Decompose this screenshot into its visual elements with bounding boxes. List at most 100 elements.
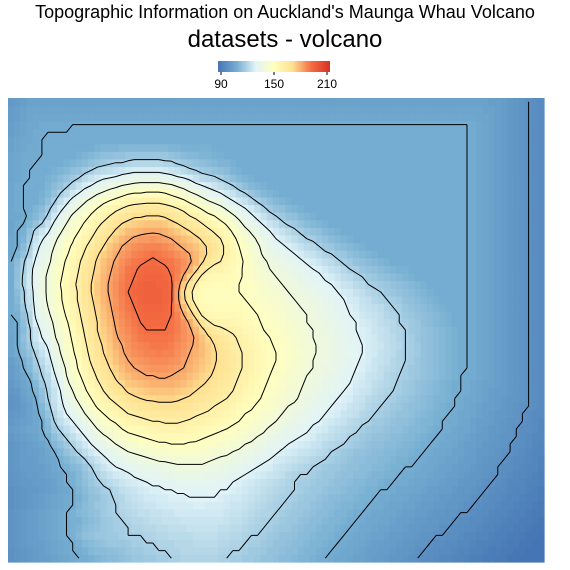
heatmap-cell — [260, 105, 268, 114]
heatmap-cell — [383, 341, 391, 350]
heatmap-cell — [100, 493, 108, 502]
heatmap-cell — [279, 196, 286, 206]
heatmap-cell — [211, 98, 219, 107]
heatmap-cell — [470, 257, 477, 266]
heatmap-cell — [494, 402, 502, 411]
heatmap-cell — [137, 516, 145, 525]
heatmap-cell — [285, 174, 292, 183]
heatmap-cell — [155, 394, 163, 403]
heatmap-cell — [439, 189, 447, 198]
heatmap-cell — [26, 463, 34, 472]
heatmap-cell — [433, 196, 440, 206]
heatmap-cell — [57, 402, 65, 411]
heatmap-cell — [470, 402, 477, 411]
heatmap-cell — [316, 204, 323, 213]
heatmap-cell — [285, 409, 292, 419]
heatmap-cell — [63, 151, 71, 160]
heatmap-cell — [377, 493, 385, 502]
heatmap-cell — [303, 478, 311, 487]
heatmap-cell — [174, 425, 182, 434]
heatmap-cell — [180, 402, 188, 411]
heatmap-cell — [174, 310, 182, 320]
heatmap-cell — [260, 257, 268, 266]
heatmap-cell — [272, 166, 280, 175]
heatmap-cell — [377, 455, 385, 464]
heatmap-cell — [186, 425, 194, 434]
heatmap-cell — [112, 341, 120, 350]
heatmap-cell — [162, 219, 169, 228]
heatmap-cell — [63, 394, 71, 403]
heatmap-cell — [174, 371, 182, 381]
heatmap-cell — [383, 272, 391, 282]
heatmap-cell — [131, 181, 138, 190]
heatmap-cell — [316, 440, 323, 449]
heatmap-cell — [494, 531, 502, 540]
heatmap-cell — [137, 501, 145, 510]
heatmap-cell — [211, 394, 219, 403]
heatmap-cell — [334, 181, 342, 190]
heatmap-cell — [26, 539, 34, 548]
heatmap-cell — [297, 523, 305, 533]
heatmap-cell — [476, 455, 483, 464]
heatmap-cell — [248, 447, 256, 457]
heatmap-cell — [309, 447, 317, 457]
heatmap-cell — [279, 387, 286, 396]
heatmap-cell — [155, 440, 163, 449]
heatmap-cell — [63, 196, 71, 206]
heatmap-cell — [303, 447, 311, 457]
heatmap-cell — [359, 485, 366, 495]
heatmap-cell — [445, 371, 453, 381]
heatmap-cell — [63, 554, 71, 563]
heatmap-cell — [51, 257, 58, 266]
heatmap-cell — [476, 318, 483, 327]
heatmap-cell — [309, 219, 317, 228]
heatmap-cell — [383, 379, 391, 388]
heatmap-cell — [235, 250, 243, 259]
heatmap-cell — [266, 212, 274, 221]
heatmap-cell — [63, 250, 71, 259]
heatmap-cell — [507, 364, 514, 373]
heatmap-cell — [143, 531, 151, 540]
heatmap-cell — [44, 508, 52, 517]
heatmap-cell — [20, 470, 28, 479]
heatmap-cell — [433, 288, 440, 297]
heatmap-cell — [433, 295, 440, 304]
heatmap-cell — [223, 280, 231, 289]
heatmap-cell — [81, 371, 89, 381]
heatmap-cell — [420, 402, 428, 411]
heatmap-cell — [131, 493, 138, 502]
heatmap-cell — [482, 265, 490, 274]
heatmap-cell — [38, 128, 46, 137]
heatmap-cell — [44, 204, 52, 213]
heatmap-cell — [451, 113, 459, 122]
heatmap-cell — [26, 379, 34, 388]
heatmap-cell — [488, 295, 496, 304]
heatmap-cell — [322, 554, 329, 563]
heatmap-cell — [279, 98, 286, 107]
heatmap-cell — [494, 508, 502, 517]
heatmap-cell — [476, 250, 483, 259]
heatmap-cell — [457, 257, 465, 266]
heatmap-cell — [414, 523, 422, 533]
heatmap-cell — [26, 531, 34, 540]
heatmap-cell — [248, 158, 256, 168]
heatmap-cell — [433, 219, 440, 228]
heatmap-cell — [112, 318, 120, 327]
heatmap-cell — [174, 250, 182, 259]
heatmap-cell — [457, 242, 465, 251]
heatmap-cell — [75, 166, 83, 175]
heatmap-cell — [38, 250, 46, 259]
heatmap-cell — [303, 166, 311, 175]
heatmap-cell — [377, 295, 385, 304]
heatmap-cell — [470, 485, 477, 495]
heatmap-cell — [457, 447, 465, 457]
heatmap-cell — [248, 151, 256, 160]
heatmap-cell — [57, 234, 65, 244]
heatmap-cell — [229, 280, 237, 289]
heatmap-cell — [100, 455, 108, 464]
heatmap-cell — [229, 425, 237, 434]
heatmap-cell — [402, 219, 410, 228]
heatmap-cell — [470, 554, 477, 563]
heatmap-cell — [162, 455, 169, 464]
heatmap-cell — [309, 417, 317, 426]
